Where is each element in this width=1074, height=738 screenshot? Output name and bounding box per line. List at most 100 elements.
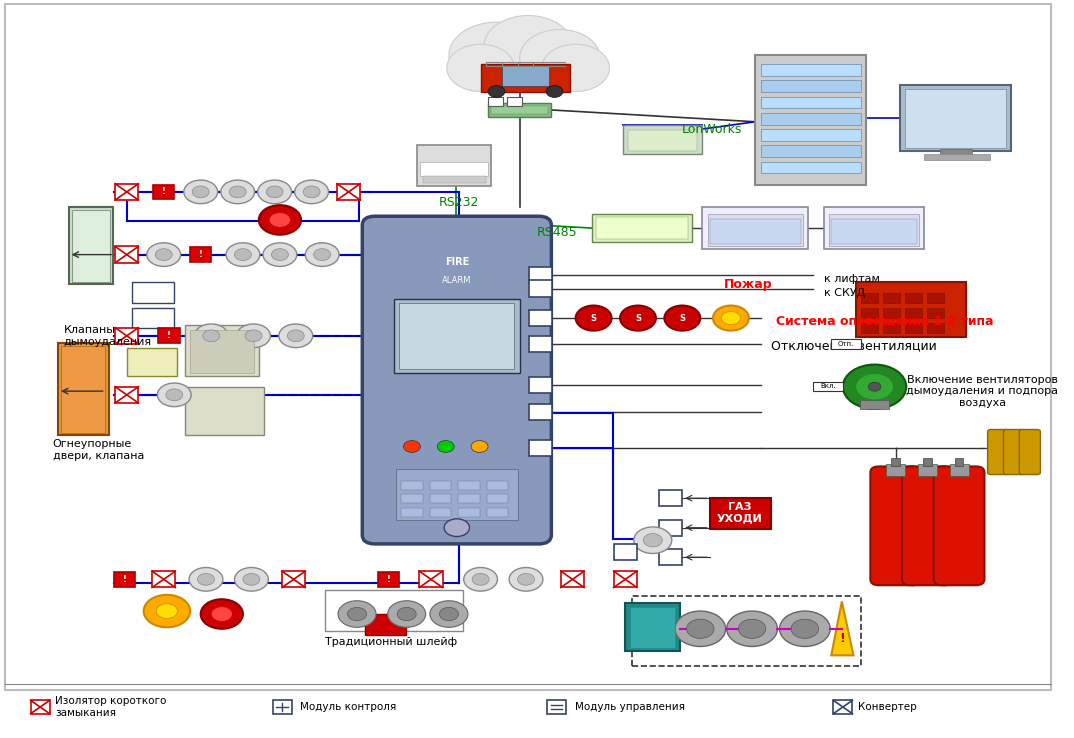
Circle shape xyxy=(722,311,740,325)
Circle shape xyxy=(245,330,262,342)
Circle shape xyxy=(473,573,489,585)
Bar xyxy=(185,325,259,376)
Circle shape xyxy=(314,249,331,261)
Bar xyxy=(891,458,900,466)
Bar xyxy=(659,549,682,565)
Circle shape xyxy=(471,441,488,452)
Circle shape xyxy=(634,527,671,554)
Bar xyxy=(625,603,680,651)
Text: FIRE: FIRE xyxy=(445,258,469,267)
Bar xyxy=(127,348,177,376)
Bar xyxy=(69,207,113,284)
Circle shape xyxy=(294,180,329,204)
Bar xyxy=(628,130,697,151)
Bar xyxy=(659,490,682,506)
Bar xyxy=(760,97,861,108)
Circle shape xyxy=(203,330,220,342)
Bar xyxy=(153,571,175,587)
Text: S: S xyxy=(680,314,685,323)
Bar xyxy=(708,214,802,246)
Bar xyxy=(629,607,674,648)
Bar xyxy=(829,214,919,246)
Bar xyxy=(402,481,422,490)
FancyBboxPatch shape xyxy=(902,466,953,585)
FancyBboxPatch shape xyxy=(933,466,985,585)
Bar xyxy=(430,494,451,503)
Bar xyxy=(831,219,917,244)
Bar xyxy=(185,387,264,435)
Circle shape xyxy=(780,611,830,646)
Bar xyxy=(623,125,702,154)
Text: RS232: RS232 xyxy=(438,196,479,210)
Text: !: ! xyxy=(162,187,165,196)
Bar xyxy=(529,267,552,283)
Circle shape xyxy=(236,324,271,348)
Bar xyxy=(115,387,139,403)
Circle shape xyxy=(270,213,290,227)
Circle shape xyxy=(404,441,420,452)
Circle shape xyxy=(483,15,572,77)
Bar xyxy=(529,336,552,352)
Bar xyxy=(710,219,800,244)
Circle shape xyxy=(488,86,505,97)
Circle shape xyxy=(189,568,223,591)
Text: Огнеупорные
двери, клапана: Огнеупорные двери, клапана xyxy=(53,439,144,461)
Bar xyxy=(507,97,522,106)
Bar xyxy=(883,293,900,303)
Bar xyxy=(273,700,291,714)
Bar xyxy=(905,308,923,318)
FancyBboxPatch shape xyxy=(1003,430,1025,475)
Bar xyxy=(760,145,861,157)
Circle shape xyxy=(546,86,563,97)
Bar xyxy=(337,184,360,200)
Bar xyxy=(928,293,944,303)
Circle shape xyxy=(674,611,726,646)
Circle shape xyxy=(147,243,180,266)
Bar xyxy=(430,508,451,517)
Bar xyxy=(561,571,584,587)
Text: Традиционный шлейф: Традиционный шлейф xyxy=(324,637,456,647)
Bar xyxy=(883,308,900,318)
Circle shape xyxy=(212,607,232,621)
Circle shape xyxy=(194,324,228,348)
Circle shape xyxy=(856,373,894,400)
Circle shape xyxy=(192,186,209,198)
Bar xyxy=(114,572,135,587)
Bar xyxy=(402,494,422,503)
Bar xyxy=(831,339,861,349)
Text: LonWorks: LonWorks xyxy=(681,123,742,136)
Bar xyxy=(58,343,108,435)
Bar xyxy=(459,508,480,517)
Polygon shape xyxy=(831,601,854,655)
Circle shape xyxy=(430,601,468,627)
Text: Модуль управления: Модуль управления xyxy=(575,702,684,712)
Text: Вкл.: Вкл. xyxy=(821,383,836,390)
Bar xyxy=(420,162,488,176)
Bar xyxy=(396,469,518,520)
Text: Модуль контроля: Модуль контроля xyxy=(300,702,396,712)
Text: к лифтам: к лифтам xyxy=(824,274,880,284)
Circle shape xyxy=(229,186,246,198)
Bar xyxy=(833,700,853,714)
Bar xyxy=(402,508,422,517)
Text: Включение вентиляторов
дымоудаления и подпора
воздуха: Включение вентиляторов дымоудаления и по… xyxy=(906,375,1058,407)
Circle shape xyxy=(305,243,339,266)
Text: ГАЗ
УХОДИ: ГАЗ УХОДИ xyxy=(716,502,763,524)
Circle shape xyxy=(165,389,183,401)
Text: Пожар: Пожар xyxy=(724,277,772,291)
Bar xyxy=(480,64,570,92)
Bar xyxy=(488,103,551,117)
Circle shape xyxy=(258,180,291,204)
Circle shape xyxy=(158,383,191,407)
Circle shape xyxy=(727,611,778,646)
Bar xyxy=(419,571,442,587)
Circle shape xyxy=(201,599,243,629)
Circle shape xyxy=(388,601,425,627)
FancyBboxPatch shape xyxy=(988,430,1008,475)
Bar xyxy=(31,700,49,714)
Bar xyxy=(190,330,253,373)
Bar xyxy=(860,400,889,409)
Bar xyxy=(430,481,451,490)
Circle shape xyxy=(449,22,543,89)
Bar xyxy=(760,80,861,92)
